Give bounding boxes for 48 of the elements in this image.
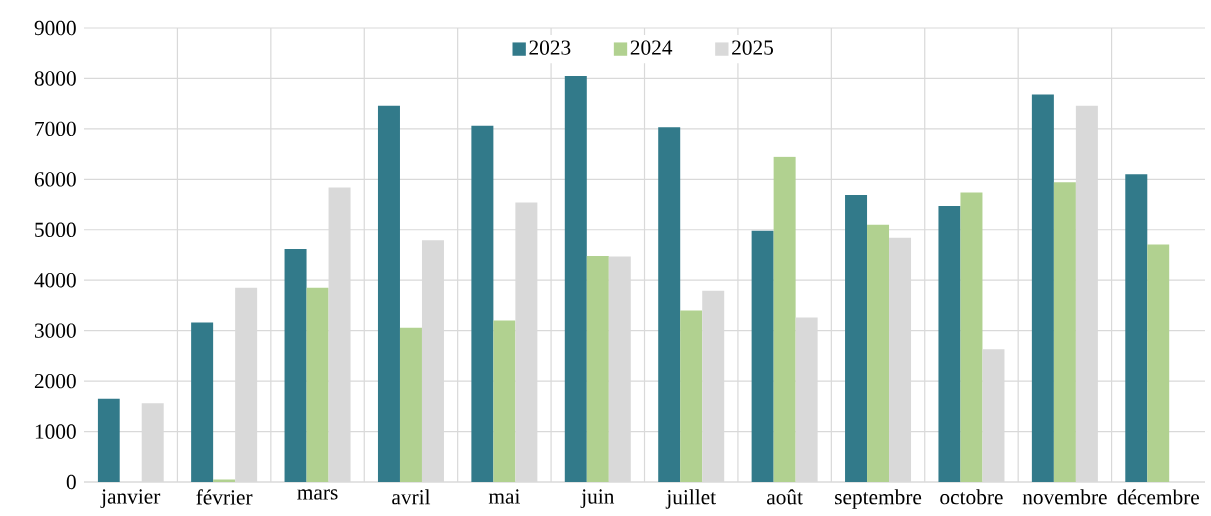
y-tick-label: 0 [66,474,76,490]
legend-label: 2025 [732,40,773,55]
bar [1031,94,1054,482]
bar [938,206,961,482]
x-tick-label: juillet [665,489,716,509]
legend-label: 2024 [630,40,673,55]
bar [773,156,796,482]
bar [867,224,890,482]
x-tick-label: avril [392,489,431,505]
bar [680,310,703,482]
x-tick-label: septembre [835,489,922,509]
bar [377,105,400,482]
bar [284,248,307,482]
y-tick-label: 4000 [34,273,76,288]
bar [586,256,609,482]
bar [1147,244,1170,482]
x-tick-label: juin [580,489,615,509]
bar [213,479,236,482]
bar [1053,182,1076,482]
legend-label: 2023 [529,40,571,55]
y-tick-label: 8000 [34,71,76,86]
bar [493,320,516,482]
y-tick-label: 3000 [34,323,76,338]
y-tick-label: 9000 [34,20,76,36]
bar [306,287,329,482]
bar [471,125,494,482]
bar [399,327,422,482]
y-tick-label: 6000 [34,172,76,187]
bar [845,194,868,482]
x-tick-label: mai [488,489,520,504]
x-tick-label: novembre [1022,489,1107,505]
x-tick-label: décembre [1117,489,1200,505]
bar [1125,174,1148,482]
y-tick-label: 5000 [35,222,76,237]
y-tick-label: 1000 [35,424,76,439]
bar [97,398,120,482]
y-tick-label: 2000 [34,373,76,389]
x-tick-label: août [767,489,803,505]
y-tick-label: 7000 [35,121,76,137]
bar [960,192,983,482]
bar [564,75,587,482]
bar [751,230,774,482]
x-tick-label: janvier [100,489,161,509]
bar [191,322,214,482]
bar [658,127,681,482]
x-tick-label: octobre [940,489,1003,505]
x-tick-label: février [196,489,253,505]
x-tick-label: mars [297,489,338,500]
